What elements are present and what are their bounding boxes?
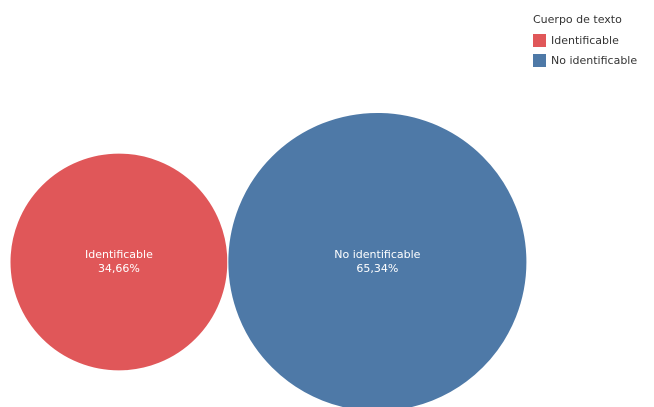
legend-swatch-no-identificable: [533, 53, 546, 67]
legend-item-identificable[interactable]: Identificable: [533, 30, 637, 50]
bubble-label-identificable: Identificable: [85, 248, 153, 261]
bubble-label-no-identificable: No identificable: [334, 248, 420, 261]
legend-label-no-identificable: No identificable: [551, 53, 638, 67]
bubble-value-identificable: 34,66%: [98, 262, 140, 275]
legend-item-no-identificable[interactable]: No identificable: [533, 50, 637, 70]
bubble-value-no-identificable: 65,34%: [356, 262, 398, 275]
legend: Cuerpo de texto Identificable No identif…: [533, 13, 637, 70]
legend-swatch-identificable: [533, 33, 546, 47]
legend-title: Cuerpo de texto: [533, 13, 622, 26]
bubble-no-identificable[interactable]: [227, 112, 528, 407]
legend-label-identificable: Identificable: [551, 33, 619, 47]
